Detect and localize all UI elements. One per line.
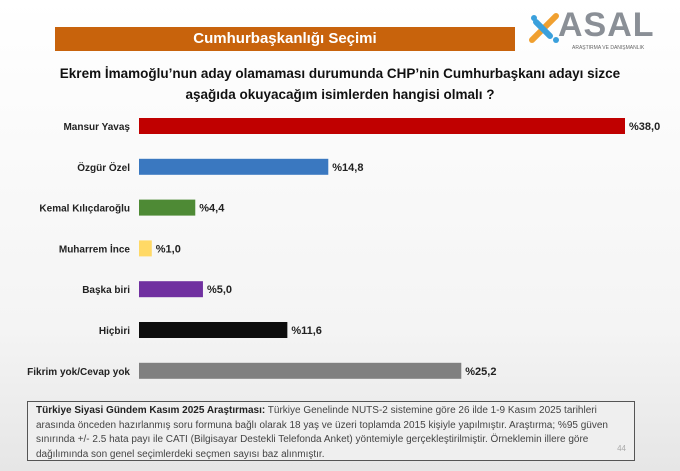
data-label: %38,0 bbox=[629, 121, 660, 133]
data-label: %4,4 bbox=[199, 203, 225, 215]
methodology-note: Türkiye Siyasi Gündem Kasım 2025 Araştır… bbox=[27, 401, 635, 461]
category-label: Özgür Özel bbox=[77, 161, 130, 174]
bar bbox=[139, 281, 203, 298]
bar-chart: Mansur Yavaş %38,0 Özgür Özel %14,8 Kemal Kı… bbox=[27, 118, 660, 379]
logo-text: ASAL bbox=[558, 6, 655, 44]
category-label: Muharrem İnce bbox=[59, 242, 131, 255]
section-banner: Cumhurbaşkanlığı Seçimi bbox=[55, 27, 515, 51]
logo-mark-icon bbox=[529, 13, 559, 43]
data-label: %11,6 bbox=[291, 325, 322, 337]
category-label: Hiçbiri bbox=[99, 326, 130, 337]
page-number: 44 bbox=[617, 443, 626, 453]
data-label: %1,0 bbox=[156, 243, 181, 255]
category-label: Kemal Kılıçdaroğlu bbox=[39, 204, 130, 215]
category-label: Fikrim yok/Cevap yok bbox=[27, 367, 130, 378]
asal-logo: ASAL ARAŞTIRMA VE DANIŞMANLIK bbox=[528, 6, 658, 51]
note-title: Türkiye Siyasi Gündem Kasım 2025 Araştır… bbox=[36, 405, 266, 416]
chart-title: Ekrem İmamoğlu’nun aday olamaması durumu… bbox=[59, 66, 621, 102]
bar bbox=[139, 240, 152, 257]
data-label: %5,0 bbox=[207, 284, 232, 296]
bar bbox=[139, 118, 625, 134]
bar bbox=[139, 199, 196, 216]
note-text: Türkiye Genelinde NUTS-2 sistemine göre … bbox=[36, 405, 608, 460]
logo-subtitle: ARAŞTIRMA VE DANIŞMANLIK bbox=[572, 45, 645, 51]
data-label: %14,8 bbox=[332, 162, 363, 174]
data-label: %25,2 bbox=[465, 366, 496, 378]
category-label: Mansur Yavaş bbox=[63, 122, 130, 133]
bar bbox=[139, 322, 288, 338]
bar bbox=[139, 362, 462, 379]
category-label: Başka biri bbox=[82, 285, 130, 296]
bar bbox=[139, 158, 329, 175]
